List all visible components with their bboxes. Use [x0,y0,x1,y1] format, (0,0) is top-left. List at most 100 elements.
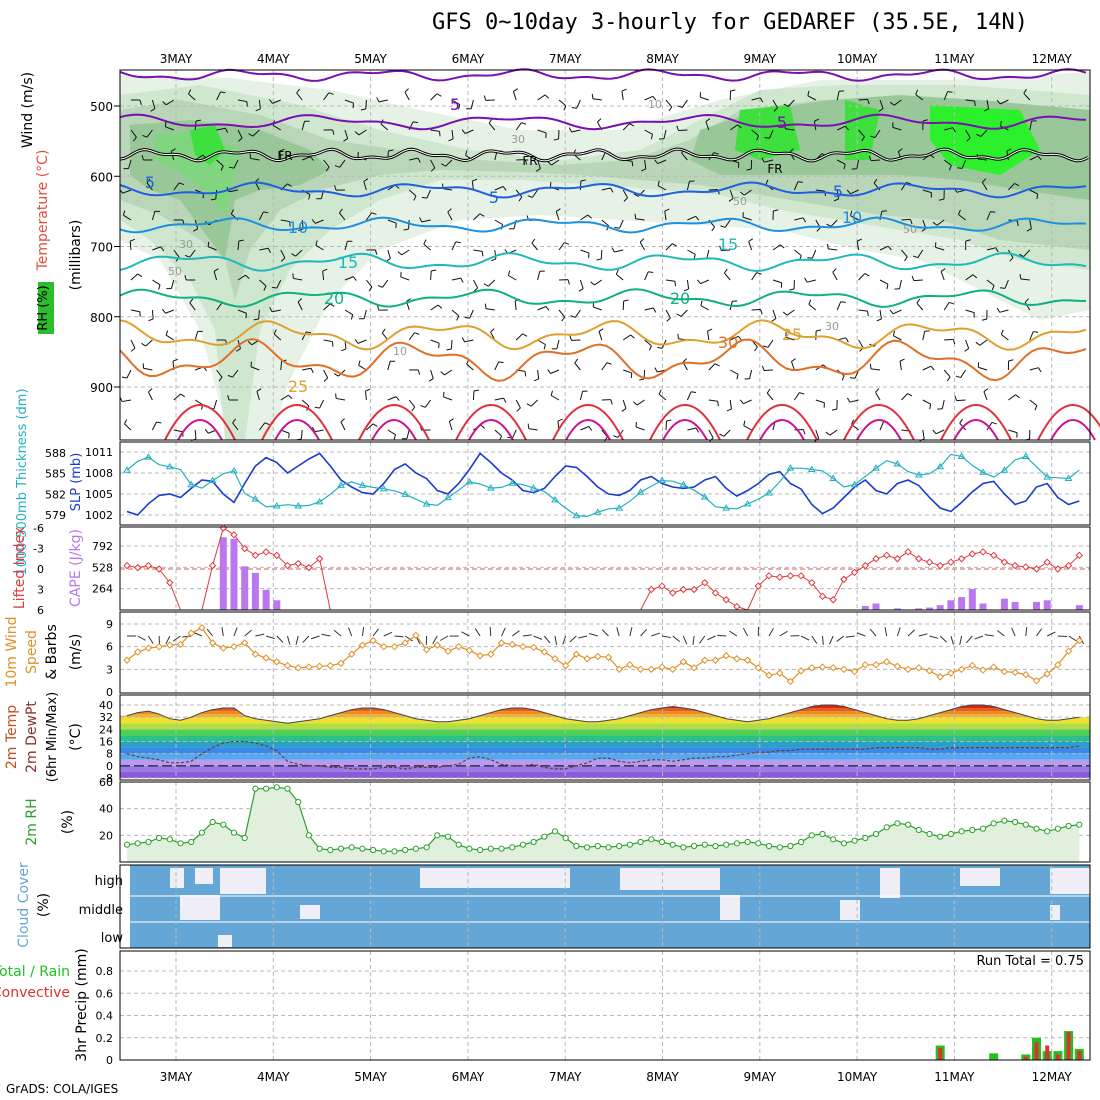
wind-speed-marker [123,656,131,664]
wind-barb [858,339,864,349]
panel-frame [119,950,1091,1061]
wind-speed-marker [401,639,409,647]
rh-marker [423,844,430,851]
wind-speed-marker [529,643,538,652]
wind-barb-flag [816,227,821,232]
wind-barb [401,249,410,256]
wind-barb-flag [417,369,421,375]
wind-barb [365,212,373,221]
wind-barb [708,429,714,439]
bottom-day-label: 11MAY [934,1070,975,1084]
wind-barb [233,159,239,169]
wind-barb [965,339,970,349]
wind-barb [815,429,820,439]
wind-barb-flag [719,433,725,437]
wind-barb [1029,367,1039,371]
wind-barb-flag [991,285,995,291]
wind-barb [258,99,261,110]
rh-marker [284,785,291,792]
wind-speed-marker [947,669,955,677]
wind-barb [1008,429,1018,434]
wind-barb [830,219,838,227]
wind-barb [301,399,310,407]
wind-barb [409,157,419,161]
pressure-tick-label: 800 [90,311,113,325]
wind-barb-flag [1019,274,1022,280]
cloud-clear-patch [180,895,220,920]
wind-barb [464,129,474,134]
wind-barb [977,158,988,161]
rh-marker [905,821,912,828]
wind-speed-marker [797,667,805,675]
wind-barb-flag [220,165,224,171]
wind-contour-line [119,68,1087,82]
cape-tick-label: 528 [92,561,113,574]
wind-barb [537,369,540,379]
wind-barb-flag [952,339,956,345]
rh-marker [937,833,944,840]
wind-barb-flag [1009,257,1014,262]
wind-barb [146,182,153,191]
wind-barb [447,211,453,221]
wind-barb-flag [873,178,878,184]
contour-label-temp5: 5 [145,173,155,192]
wind-barb-flag [743,420,746,426]
lifted-index-axis-label: Lifted Index [12,527,28,609]
temp2m-label-2: 2m DewPt [24,701,40,773]
contour-label-wind: 5 [450,95,460,114]
temp2m-label-1: 2m Temp [4,705,20,769]
surface-wind-barb [811,635,818,644]
wind-barb [940,271,945,281]
wind-barb-flag [610,187,614,193]
rh-marker [883,824,890,831]
rh-marker [177,840,184,847]
wind-barb [485,308,495,311]
wind-speed-marker [636,665,645,674]
wind-barb [508,275,517,281]
wind-speed-marker [882,658,891,666]
bottom-day-label: 12MAY [1032,1070,1073,1084]
wind-barb-flag [141,342,146,347]
wind-barb [1001,334,1009,341]
wind-barb [293,277,303,281]
wind-barb-flag [737,124,742,129]
wind-barb-flag [423,239,427,245]
wind-barb-flag [458,104,461,110]
wind-barb [450,339,453,350]
wind-barb [665,99,673,108]
wind-barb [743,189,752,196]
wind-barb [531,242,538,251]
surface-wind-barb [729,630,738,637]
wind-speed-marker [572,650,581,658]
wind-barb-flag [430,167,436,172]
temperature-contour-line [565,419,611,441]
wind-barb [151,421,157,431]
wind-barb [152,246,161,251]
wind-barb [836,91,840,101]
wind-barb-flag [639,378,645,381]
wind-barb-flag [652,96,657,101]
rh-marker [798,838,805,846]
wind-barb [237,240,240,251]
thickness-marker [315,497,324,505]
wind-barb [515,399,521,409]
wind-speed-marker [208,639,217,647]
wind-speed-marker [433,641,442,649]
wind-barb-flag [982,178,987,183]
thickness-marker [850,480,859,488]
wind-barb [130,339,136,349]
top-day-label: 10MAY [837,52,878,66]
wind-barb-flag [193,228,198,232]
wind-speed-marker [176,640,185,649]
wind-barb-flag [567,279,570,285]
wind-barb-flag [867,99,870,105]
wind-barb-flag [999,120,1002,127]
wind-barb-flag [184,254,190,258]
wind-barb-flag [526,403,532,407]
rh-marker [1044,828,1051,835]
wind-barb-flag [224,128,229,133]
wind-barb [300,429,303,440]
wind-barb-flag [717,401,719,407]
cloud-clear-patch [220,868,266,894]
wind-barb-flag [682,358,687,363]
